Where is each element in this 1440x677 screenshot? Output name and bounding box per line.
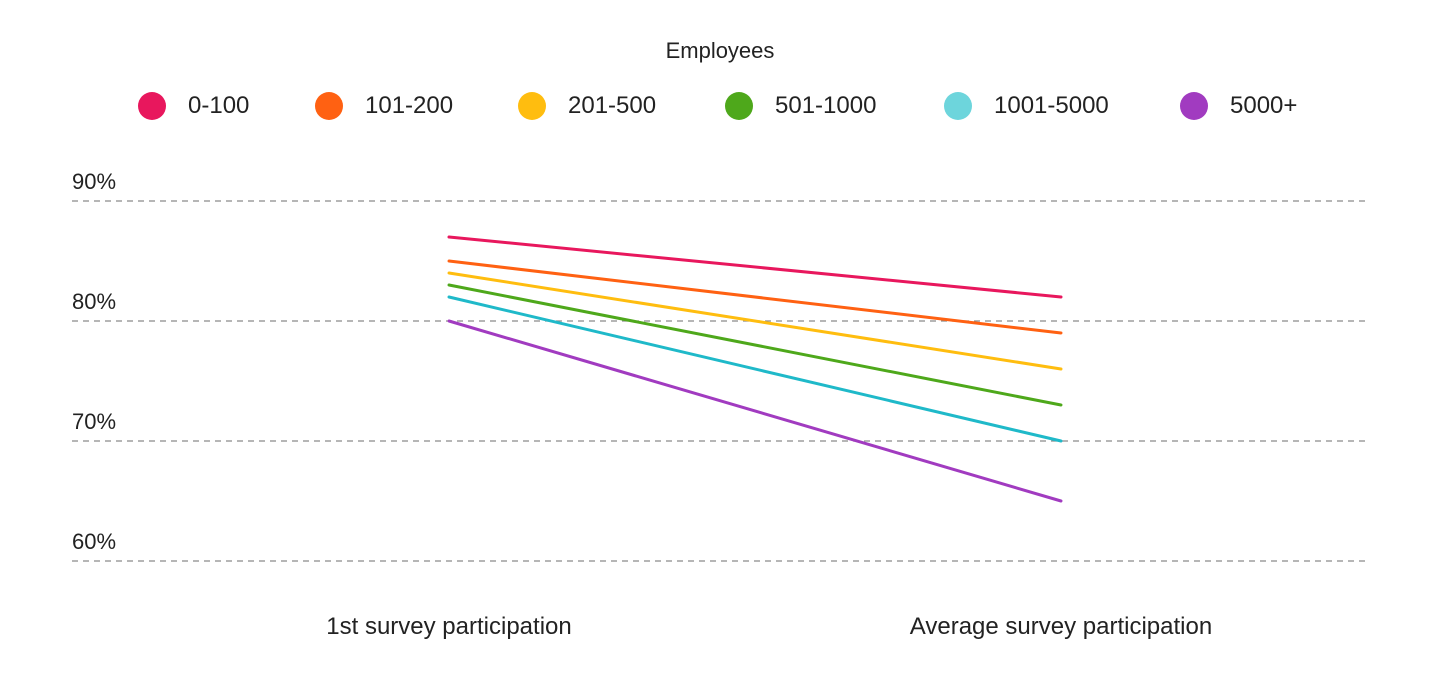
legend-label: 201-500 — [568, 92, 657, 119]
legend-swatch — [1180, 92, 1208, 120]
legend-item-101-200[interactable]: 101-200 — [315, 88, 453, 124]
legend-item-1001-5000[interactable]: 1001-5000 — [944, 88, 1109, 124]
legend-label: 1001-5000 — [994, 92, 1109, 119]
series-line-101-200[interactable] — [447, 259, 1063, 335]
series-lines — [447, 235, 1063, 503]
legend-item-501-1000[interactable]: 501-1000 — [725, 88, 876, 124]
y-tick-label: 70% — [72, 409, 116, 434]
y-axis: 90% 80% 70% 60% — [72, 169, 116, 554]
gridlines — [72, 200, 1368, 562]
legend-label: 0-100 — [188, 92, 250, 119]
x-axis: 1st survey participation Average survey p… — [326, 613, 1212, 640]
y-tick-label: 60% — [72, 529, 116, 554]
legend-swatch — [138, 92, 166, 120]
y-tick-label: 90% — [72, 169, 116, 194]
legend-title: Employees — [665, 38, 775, 63]
legend-item-5000-plus[interactable]: 5000+ — [1180, 88, 1297, 124]
legend-swatch — [315, 92, 343, 120]
series-line-201-500[interactable] — [447, 271, 1063, 371]
legend-item-201-500[interactable]: 201-500 — [518, 88, 656, 124]
series-line-0-100[interactable] — [447, 235, 1063, 299]
legend-label: 5000+ — [1230, 92, 1298, 119]
series-line-5000-plus[interactable] — [447, 319, 1063, 503]
legend: 0-100 101-200 201-500 501-1000 1001-5000… — [0, 88, 1440, 124]
x-tick-label: Average survey participation — [910, 613, 1212, 640]
legend-label: 101-200 — [365, 92, 454, 119]
legend-swatch — [518, 92, 546, 120]
y-tick-label: 80% — [72, 289, 116, 314]
legend-label: 501-1000 — [775, 92, 877, 119]
series-line-501-1000[interactable] — [447, 283, 1063, 407]
series-line-1001-5000[interactable] — [447, 295, 1063, 443]
legend-item-0-100[interactable]: 0-100 — [138, 88, 249, 124]
legend-swatch — [944, 92, 972, 120]
legend-swatch — [725, 92, 753, 120]
x-tick-label: 1st survey participation — [326, 613, 571, 640]
